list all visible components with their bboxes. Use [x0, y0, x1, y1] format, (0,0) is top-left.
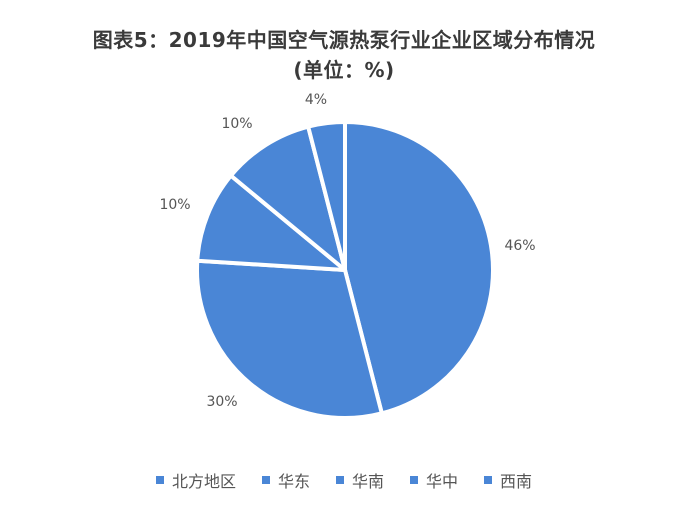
pie-slice-1 [343, 120, 495, 416]
legend-item-4: 华中 [410, 468, 458, 492]
legend-swatch [335, 476, 344, 484]
chart-subtitle: (单位：%) [293, 58, 395, 82]
legend-swatch [484, 476, 493, 484]
legend-swatch [261, 476, 270, 484]
chart-legend: 北方地区 华东 华南 华中 西南 [0, 468, 688, 492]
pie-slice-2 [195, 258, 384, 420]
data-label-4: 10% [221, 116, 252, 132]
pie-slice-5 [306, 120, 347, 272]
data-label-3: 10% [159, 197, 190, 213]
data-label-2: 30% [206, 394, 237, 410]
legend-label: 北方地区 [171, 472, 236, 491]
legend-swatch [155, 476, 164, 484]
legend-label: 华南 [351, 472, 384, 491]
legend-label: 西南 [500, 472, 533, 491]
pie-slice-3 [195, 173, 347, 272]
legend-label: 华东 [277, 472, 310, 491]
data-label-5: 4% [305, 92, 327, 108]
data-label-1: 46% [504, 238, 535, 254]
legend-item-5: 西南 [484, 468, 532, 492]
legend-item-3: 华南 [335, 468, 384, 492]
legend-swatch [410, 476, 418, 484]
legend-item-1: 北方地区 [155, 468, 236, 492]
legend-item-2: 华东 [261, 468, 310, 492]
legend-label: 华中 [426, 472, 459, 491]
chart-title: 图表5：2019年中国空气源热泵行业企业区域分布情况 [92, 28, 596, 52]
